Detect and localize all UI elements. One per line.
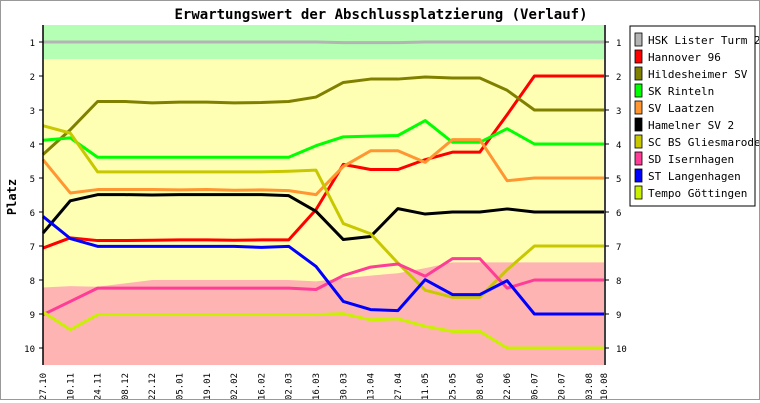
y-tick-label-right: 2 [616, 73, 621, 83]
axes: 1 1 2 2 3 3 4 4 5 5 6 6 7 7 8 8 9 9 10 10 27.10 10.11 24.11 08.… [24, 25, 627, 400]
y-tick-label-left: 6 [30, 209, 35, 219]
x-tick-label: 11.05 [421, 373, 431, 399]
x-tick-label: 22.12 [148, 373, 158, 399]
series-line-st-langenhagen [42, 215, 604, 316]
legend-swatch [634, 49, 643, 64]
x-tick-label: 03.08 [585, 373, 595, 399]
series-line-tempo-g-ttingen [42, 310, 604, 350]
y-tick-label-right: 6 [616, 209, 621, 219]
series-line-hamelner-sv-2 [41, 193, 604, 242]
x-tick-label: 20.07 [558, 373, 568, 399]
x-tick-label: 25.05 [449, 373, 459, 399]
x-tick-label: 13.04 [367, 373, 377, 399]
legend-entry: Hannover 96 [648, 51, 721, 64]
legend: HSK Lister Turm 2 Hannover 96 Hildesheimer… [629, 25, 760, 207]
x-tick-label: 16.02 [257, 373, 267, 399]
y-axis-label: Platz [5, 179, 19, 215]
x-tick-label: 27.04 [394, 373, 404, 399]
y-tick-label-right: 10 [616, 345, 627, 355]
y-tick-label-left: 7 [30, 243, 35, 253]
y-tick-label-left: 2 [30, 73, 35, 83]
legend-entry: Hamelner SV 2 [648, 119, 734, 132]
y-tick-label-right: 3 [616, 107, 621, 117]
legend-swatch [634, 168, 643, 183]
x-tick-label: 02.03 [285, 373, 295, 399]
y-tick-label-left: 3 [30, 107, 35, 117]
x-tick-label: 22.06 [503, 373, 513, 399]
x-tick-label: 08.06 [476, 373, 486, 399]
series-lines [41, 40, 604, 350]
legend-swatch [634, 134, 643, 149]
legend-entry: Tempo Göttingen [648, 187, 747, 200]
y-tick-label-right: 9 [616, 311, 621, 321]
y-tick-label-right: 7 [616, 243, 621, 253]
series-line-sk-rinteln [42, 119, 604, 159]
x-tick-label: 30.03 [339, 373, 349, 399]
x-tick-label: 06.07 [530, 373, 540, 399]
series-line-hsk-lister-turm-2 [43, 40, 604, 45]
x-tick-label: 08.12 [121, 373, 131, 399]
legend-entry: SC BS Gliesmarode [648, 136, 759, 149]
x-tick-label: 10.11 [66, 373, 76, 399]
legend-entry: HSK Lister Turm 2 [648, 34, 759, 47]
x-tick-label: 27.10 [39, 373, 49, 399]
y-tick-label-left: 1 [30, 39, 35, 49]
series-line-hildesheimer-sv [41, 75, 604, 156]
legend-swatch [634, 185, 643, 200]
legend-entry: ST Langenhagen [648, 170, 741, 183]
legend-swatch [634, 83, 643, 98]
series-line-sc-bs-gliesmarode [42, 124, 604, 299]
legend-swatch [634, 100, 643, 115]
legend-swatch [634, 66, 643, 81]
series-line-hannover-96 [42, 74, 604, 250]
y-tick-label-left: 10 [24, 345, 35, 355]
legend-entry: SV Laatzen [648, 102, 714, 115]
x-tick-label: 16.03 [312, 373, 322, 399]
legend-entry: SD Isernhagen [648, 153, 734, 166]
y-tick-label-left: 9 [30, 311, 35, 321]
y-tick-label-right: 5 [616, 175, 621, 185]
legend-entry: SK Rinteln [648, 85, 714, 98]
y-tick-label-right: 8 [616, 277, 621, 287]
y-tick-label-left: 4 [30, 141, 35, 151]
legend-swatch [634, 151, 643, 166]
legend-swatch [634, 32, 643, 47]
x-tick-label: 10.08 [600, 373, 610, 399]
legend-swatch [634, 117, 643, 132]
y-tick-label-left: 5 [30, 175, 35, 185]
x-tick-label: 19.01 [203, 373, 213, 399]
series-line-sv-laatzen [41, 138, 604, 197]
y-tick-label-right: 4 [616, 141, 621, 151]
y-tick-label-left: 8 [30, 277, 35, 287]
chart-title: Erwartungswert der Abschlussplatzierung … [174, 7, 587, 23]
x-tick-label: 05.01 [176, 373, 186, 399]
y-tick-label-right: 1 [616, 39, 621, 49]
x-tick-label: 24.11 [94, 373, 104, 399]
legend-box [629, 25, 756, 207]
legend-entry: Hildesheimer SV [648, 68, 748, 81]
x-tick-label: 02.02 [230, 373, 240, 399]
